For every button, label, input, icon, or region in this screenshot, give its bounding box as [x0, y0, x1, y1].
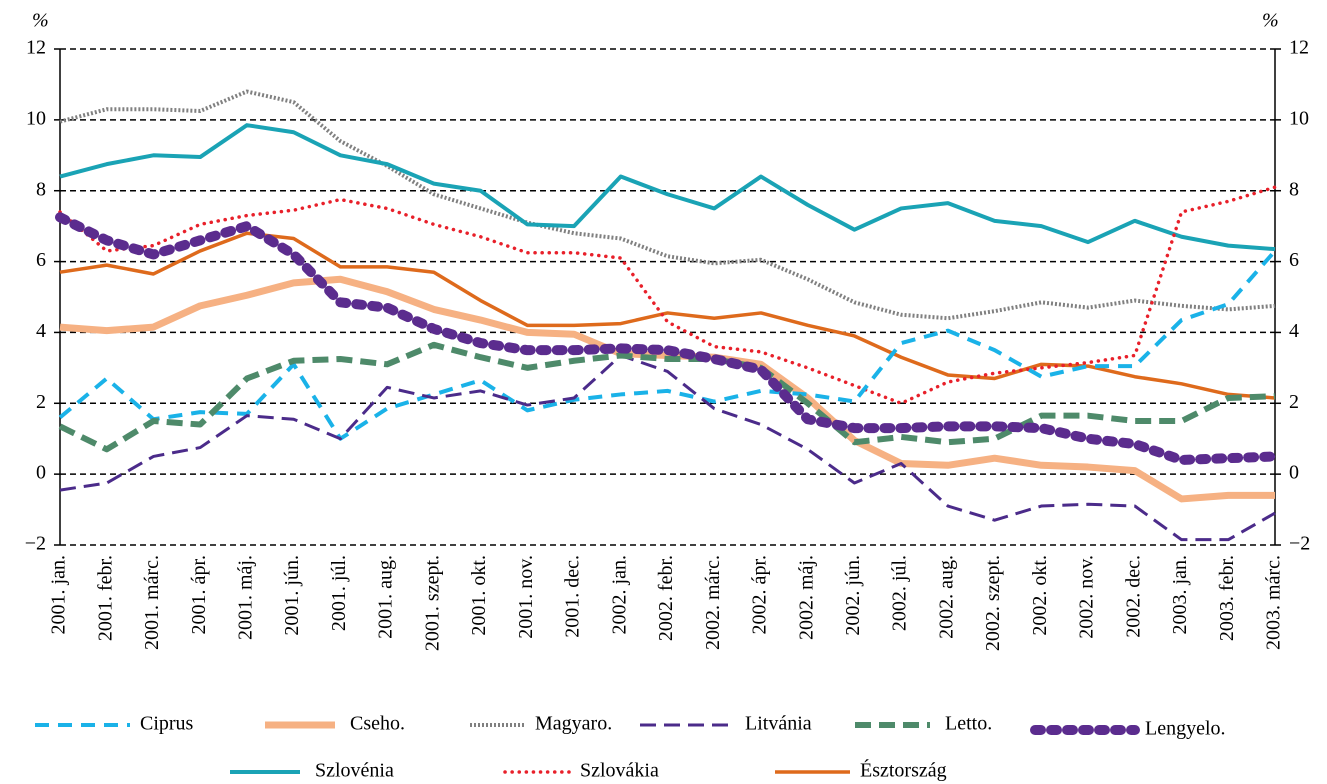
legend-label: Szlovákia — [580, 760, 659, 782]
x-tick-label: 2003. márc. — [1263, 555, 1285, 650]
x-tick-label: 2003. jan. — [1169, 555, 1191, 634]
y2-tick-label: 8 — [1289, 178, 1299, 200]
y2-tick-label: −2 — [1289, 533, 1310, 555]
y2-tick-label: 0 — [1289, 462, 1299, 484]
y-tick-label: 0 — [36, 462, 46, 484]
series-line — [58, 341, 1276, 453]
legend-label: Észtország — [860, 759, 947, 782]
x-tick-label: 2001. márc. — [141, 555, 163, 650]
series-line — [59, 123, 1276, 252]
x-tick-label: 2002. jún. — [842, 555, 864, 636]
y-tick-label: 6 — [36, 249, 46, 271]
x-tick-label: 2002. dec. — [1122, 555, 1144, 638]
x-tick-label: 2002. okt. — [1029, 555, 1051, 636]
legend-label: Lengyelo. — [1145, 718, 1226, 740]
x-tick-label: 2002. nov. — [1076, 555, 1098, 639]
y2-tick-label: 12 — [1289, 37, 1309, 59]
legend-label: Litvánia — [745, 713, 812, 735]
y2-axis-label: % — [1262, 10, 1279, 32]
x-tick-label: 2001. máj. — [235, 555, 257, 640]
x-tick-label: 2001. okt. — [468, 555, 490, 636]
x-tick-label: 2002. febr. — [655, 555, 677, 641]
series-line — [59, 275, 1275, 503]
y2-tick-label: 4 — [1289, 320, 1299, 342]
x-tick-label: 2001. jan. — [48, 555, 70, 634]
x-tick-label: 2001. júl. — [328, 555, 350, 631]
y-tick-label: 10 — [26, 107, 46, 129]
y-tick-label: 8 — [36, 178, 46, 200]
x-tick-label: 2003. febr. — [1216, 555, 1238, 641]
series-line — [58, 185, 1277, 406]
x-tick-label: 2002. szept. — [982, 555, 1004, 651]
x-tick-label: 2002. máj. — [795, 555, 817, 640]
legend-label: Szlovénia — [315, 760, 394, 782]
x-tick-label: 2001. ápr. — [188, 555, 210, 634]
x-tick-label: 2002. júl. — [889, 555, 911, 631]
y-axis-label: % — [32, 10, 49, 32]
series-line — [58, 249, 1277, 441]
series-line — [59, 89, 1276, 321]
x-tick-label: 2002. jan. — [608, 555, 630, 634]
legend-label: Cseho. — [350, 713, 405, 735]
x-tick-label: 2002. márc. — [702, 555, 724, 650]
legend-label: Magyaro. — [535, 713, 612, 735]
y-tick-label: −2 — [25, 533, 46, 555]
y-tick-label: 4 — [36, 320, 46, 342]
legend-label: Ciprus — [140, 713, 194, 735]
x-tick-label: 2001. dec. — [562, 555, 584, 638]
x-tick-label: 2001. jún. — [281, 555, 303, 636]
y2-tick-label: 2 — [1289, 391, 1299, 413]
y-tick-label: 12 — [26, 37, 46, 59]
series-line — [55, 212, 1280, 465]
legend-label: Letto. — [945, 713, 992, 735]
x-tick-label: 2002. ápr. — [749, 555, 771, 634]
x-tick-label: 2001. szept. — [421, 555, 443, 651]
x-tick-label: 2002. aug. — [935, 555, 957, 639]
x-tick-label: 2001. febr. — [94, 555, 116, 641]
series-line — [59, 353, 1276, 542]
y-tick-label: 2 — [36, 391, 46, 413]
y2-tick-label: 6 — [1289, 249, 1299, 271]
y2-tick-label: 10 — [1289, 107, 1309, 129]
x-tick-label: 2001. nov. — [515, 555, 537, 639]
x-tick-label: 2001. aug. — [375, 555, 397, 639]
